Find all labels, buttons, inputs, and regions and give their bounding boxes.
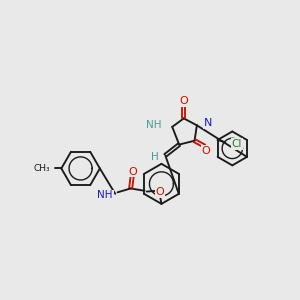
Text: O: O (129, 167, 137, 176)
Text: H: H (151, 152, 158, 162)
Text: N: N (204, 118, 212, 128)
Text: NH: NH (98, 190, 113, 200)
Text: O: O (155, 187, 164, 197)
Text: CH₃: CH₃ (34, 164, 51, 173)
Text: Cl: Cl (232, 139, 242, 149)
Text: NH: NH (146, 119, 161, 130)
Text: O: O (179, 96, 188, 106)
Text: O: O (202, 146, 211, 156)
